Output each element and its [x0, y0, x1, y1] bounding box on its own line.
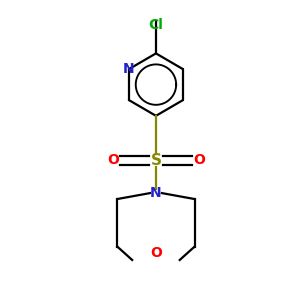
Text: S: S	[150, 153, 161, 168]
Text: O: O	[193, 153, 205, 167]
Text: O: O	[107, 153, 119, 167]
Text: N: N	[150, 186, 162, 200]
Text: O: O	[150, 245, 162, 260]
Text: Cl: Cl	[148, 18, 164, 32]
Text: N: N	[123, 62, 135, 76]
